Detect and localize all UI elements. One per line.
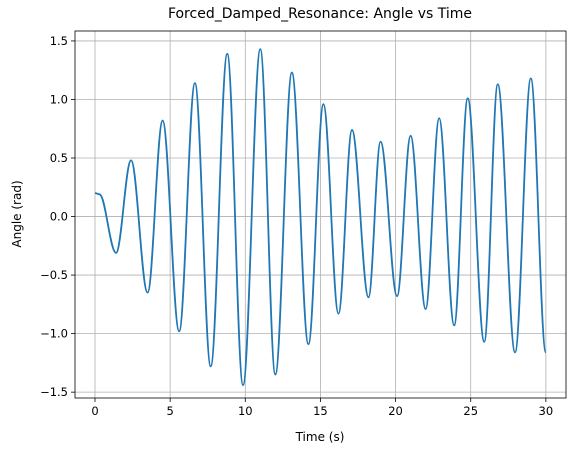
chart-title: Forced_Damped_Resonance: Angle vs Time (168, 6, 472, 22)
y-tick-label: −1.0 (40, 327, 68, 341)
data-line (94, 48, 547, 387)
y-tick-label: 0.5 (50, 151, 68, 165)
y-tick-label: 1.0 (50, 92, 68, 106)
x-tick-label: 10 (238, 404, 253, 418)
y-tick-label: 1.5 (50, 34, 68, 48)
y-axis-label: Angle (rad) (10, 180, 24, 247)
x-tick-label: 5 (166, 404, 173, 418)
plot-frame (74, 30, 567, 399)
x-axis-label: Time (s) (295, 430, 345, 444)
x-tick-label: 0 (91, 404, 98, 418)
y-tick-label: −1.5 (40, 385, 68, 399)
x-tick-label: 20 (388, 404, 403, 418)
y-tick-label: −0.5 (40, 268, 68, 282)
x-tick-label: 25 (463, 404, 478, 418)
x-tick-label: 30 (539, 404, 554, 418)
x-tick-label: 15 (313, 404, 328, 418)
y-tick-label: 0.0 (50, 210, 68, 224)
